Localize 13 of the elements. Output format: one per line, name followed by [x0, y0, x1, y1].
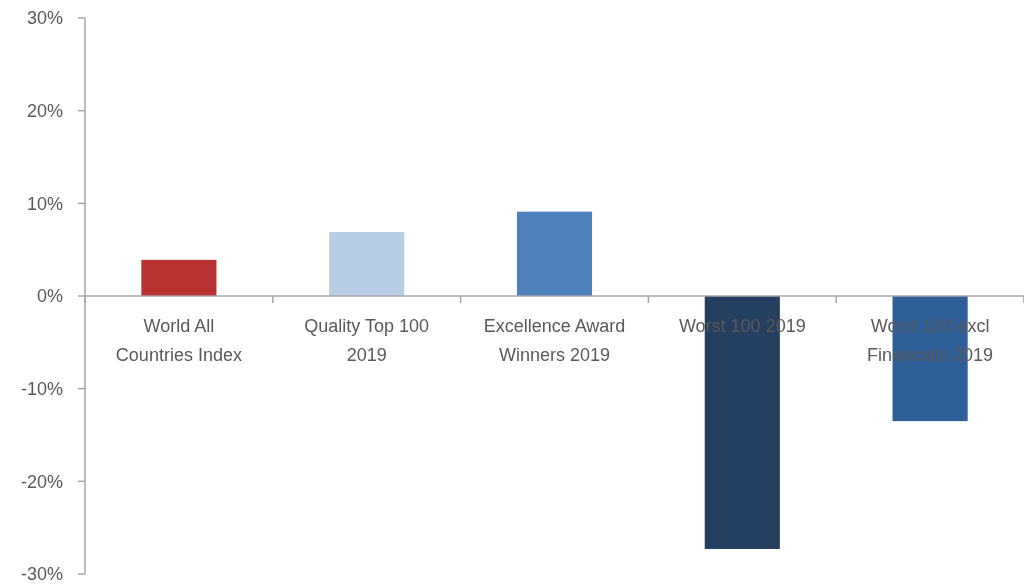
y-tick-label: 0% [36, 286, 63, 307]
y-tick-label: 10% [26, 193, 63, 214]
y-tick-label: -20% [20, 471, 63, 492]
y-tick-label: -30% [20, 564, 63, 584]
x-tick-label: World All Countries Index [115, 316, 242, 365]
x-tick-label: Quality Top 100 2019 [304, 316, 430, 365]
x-tick-label: Excellence Award Winners 2019 [483, 316, 626, 365]
y-tick-label: 20% [26, 100, 63, 121]
bar [516, 211, 593, 296]
bar [329, 232, 405, 296]
y-tick-label: -10% [20, 378, 63, 399]
y-tick-label: 30% [26, 8, 63, 29]
bar [141, 259, 217, 296]
